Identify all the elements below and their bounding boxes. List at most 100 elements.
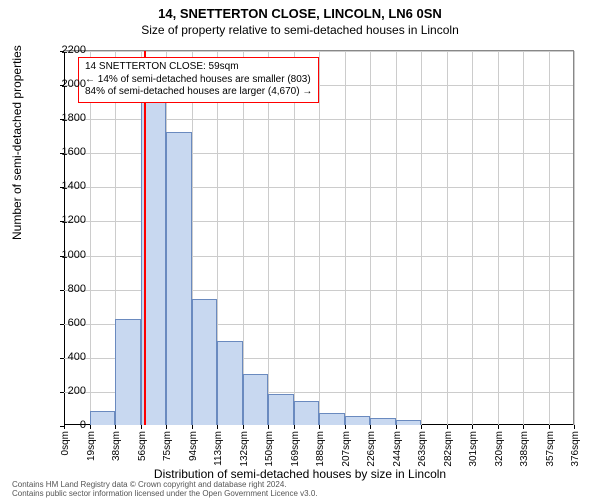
xtick-label: 150sqm xyxy=(264,431,275,467)
gridline-v xyxy=(268,51,269,425)
ytick-label: 2200 xyxy=(62,44,86,56)
y-axis-label: Number of semi-detached properties xyxy=(10,45,24,240)
histogram-bar xyxy=(243,374,269,425)
ytick-mark xyxy=(60,324,64,325)
histogram-bar xyxy=(166,132,192,425)
x-axis-label: Distribution of semi-detached houses by … xyxy=(0,467,600,481)
xtick-label: 320sqm xyxy=(494,431,505,467)
xtick-label: 132sqm xyxy=(239,431,250,467)
xtick-mark xyxy=(421,425,422,429)
xtick-mark xyxy=(345,425,346,429)
xtick-mark xyxy=(498,425,499,429)
gridline-v xyxy=(574,51,575,425)
ytick-label: 1000 xyxy=(62,249,86,261)
xtick-mark xyxy=(447,425,448,429)
gridline-v xyxy=(421,51,422,425)
xtick-mark xyxy=(64,425,65,429)
xtick-mark xyxy=(549,425,550,429)
xtick-label: 56sqm xyxy=(137,431,148,461)
xtick-mark xyxy=(370,425,371,429)
ytick-label: 600 xyxy=(68,317,86,329)
xtick-label: 226sqm xyxy=(366,431,377,467)
footer-attribution: Contains HM Land Registry data © Crown c… xyxy=(12,480,318,498)
legend-line2: ← 14% of semi-detached houses are smalle… xyxy=(85,74,312,87)
reference-line xyxy=(144,51,146,425)
ytick-label: 1400 xyxy=(62,180,86,192)
xtick-mark xyxy=(574,425,575,429)
gridline-v xyxy=(90,51,91,425)
chart-plot-area xyxy=(64,50,574,425)
ytick-mark xyxy=(60,290,64,291)
histogram-bar xyxy=(294,401,320,425)
gridline-v xyxy=(243,51,244,425)
histogram-bar xyxy=(115,319,141,425)
plot-region xyxy=(64,50,574,425)
xtick-label: 338sqm xyxy=(519,431,530,467)
gridline-v xyxy=(472,51,473,425)
xtick-label: 244sqm xyxy=(392,431,403,467)
xtick-label: 357sqm xyxy=(545,431,556,467)
xtick-mark xyxy=(192,425,193,429)
xtick-mark xyxy=(90,425,91,429)
legend-line3: 84% of semi-detached houses are larger (… xyxy=(85,86,312,99)
histogram-bar xyxy=(90,411,116,425)
xtick-label: 376sqm xyxy=(570,431,581,467)
histogram-bar xyxy=(345,416,371,425)
ytick-mark xyxy=(60,392,64,393)
xtick-label: 19sqm xyxy=(86,431,97,461)
xtick-label: 75sqm xyxy=(162,431,173,461)
xtick-mark xyxy=(396,425,397,429)
ytick-label: 1600 xyxy=(62,146,86,158)
gridline-v xyxy=(370,51,371,425)
ytick-label: 1800 xyxy=(62,112,86,124)
ytick-mark xyxy=(60,358,64,359)
xtick-label: 169sqm xyxy=(290,431,301,467)
xtick-label: 188sqm xyxy=(315,431,326,467)
legend-line1: 14 SNETTERTON CLOSE: 59sqm xyxy=(85,61,312,74)
xtick-mark xyxy=(268,425,269,429)
xtick-mark xyxy=(166,425,167,429)
gridline-v xyxy=(498,51,499,425)
ytick-label: 0 xyxy=(80,419,86,431)
footer-line2: Contains public sector information licen… xyxy=(12,489,318,498)
xtick-mark xyxy=(319,425,320,429)
xtick-label: 113sqm xyxy=(213,431,224,466)
xtick-mark xyxy=(115,425,116,429)
xtick-label: 0sqm xyxy=(60,431,71,455)
gridline-v xyxy=(345,51,346,425)
xtick-label: 263sqm xyxy=(417,431,428,467)
legend-box: 14 SNETTERTON CLOSE: 59sqm ← 14% of semi… xyxy=(78,57,319,103)
ytick-label: 1200 xyxy=(62,214,86,226)
xtick-mark xyxy=(523,425,524,429)
histogram-bar xyxy=(192,299,218,425)
xtick-label: 282sqm xyxy=(443,431,454,467)
xtick-mark xyxy=(472,425,473,429)
y-axis-line xyxy=(64,51,65,425)
gridline-v xyxy=(319,51,320,425)
footer-line1: Contains HM Land Registry data © Crown c… xyxy=(12,480,318,489)
gridline-v xyxy=(396,51,397,425)
chart-title-line1: 14, SNETTERTON CLOSE, LINCOLN, LN6 0SN xyxy=(0,0,600,21)
xtick-label: 38sqm xyxy=(111,431,122,461)
xtick-mark xyxy=(217,425,218,429)
xtick-label: 207sqm xyxy=(341,431,352,467)
xtick-mark xyxy=(141,425,142,429)
xtick-label: 94sqm xyxy=(188,431,199,461)
histogram-bar xyxy=(268,394,294,425)
histogram-bar xyxy=(217,341,243,425)
gridline-v xyxy=(447,51,448,425)
ytick-label: 2000 xyxy=(62,78,86,90)
chart-title-line2: Size of property relative to semi-detach… xyxy=(0,21,600,37)
gridline-v xyxy=(294,51,295,425)
xtick-mark xyxy=(243,425,244,429)
gridline-v xyxy=(523,51,524,425)
histogram-bar xyxy=(396,420,422,425)
ytick-label: 200 xyxy=(68,385,86,397)
ytick-label: 400 xyxy=(68,351,86,363)
histogram-bar xyxy=(370,418,396,425)
xtick-label: 301sqm xyxy=(468,431,479,467)
ytick-label: 800 xyxy=(68,283,86,295)
gridline-v xyxy=(549,51,550,425)
histogram-bar xyxy=(319,413,345,425)
xtick-mark xyxy=(294,425,295,429)
